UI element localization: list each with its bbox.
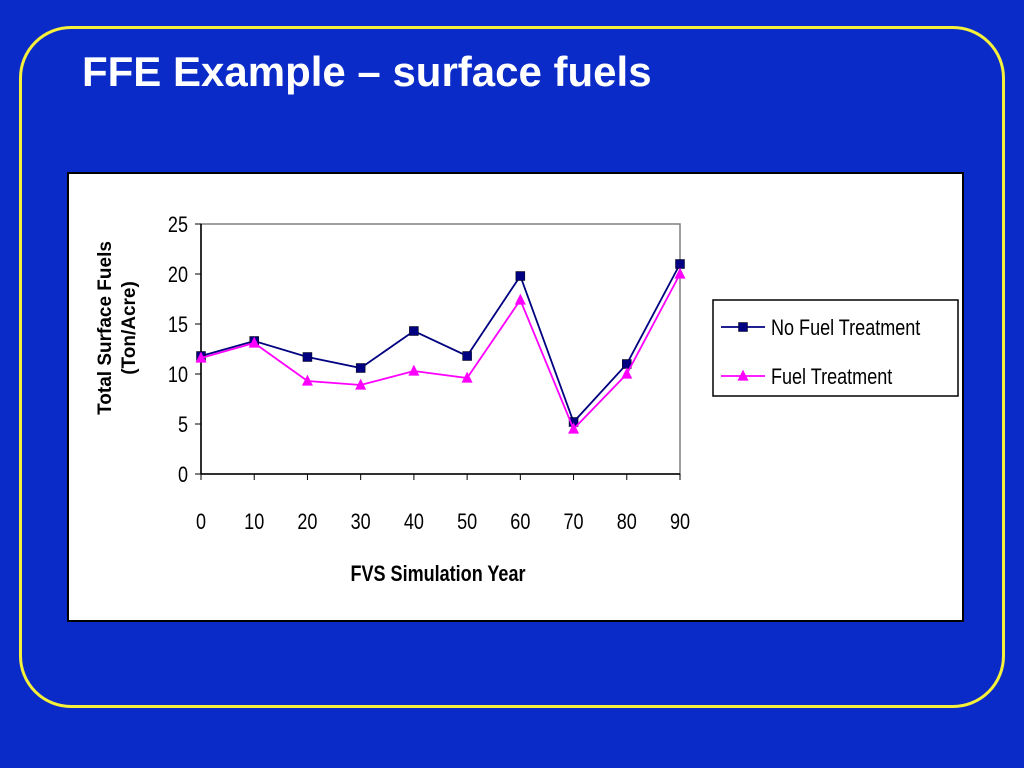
data-point-square: [302, 352, 313, 362]
data-point-triangle: [355, 378, 367, 390]
y-tick-label: 15: [168, 313, 188, 337]
data-point-square: [355, 363, 366, 373]
y-axis-title-line2: (Ton/Acre): [119, 281, 140, 375]
data-point-square: [409, 326, 419, 336]
data-point-triangle: [195, 351, 207, 363]
data-point-triangle: [674, 267, 686, 279]
series-line-2: [200, 273, 681, 431]
x-tick-label: 0: [196, 510, 206, 534]
legend-label: No Fuel Treatment: [771, 316, 921, 340]
legend-box: [712, 299, 959, 397]
x-tick-label: 60: [510, 510, 530, 534]
x-tick-label: 80: [617, 510, 637, 534]
chart-panel: 0 5 10 15 20 25 0 10 20 30 40 50 60 70 80 90 FVS Simula…: [67, 172, 964, 622]
x-tick-label: 20: [297, 510, 317, 534]
slide-title: FFE Example – surface fuels: [82, 48, 652, 95]
x-tick-label: 40: [404, 510, 424, 534]
y-tick-label: 20: [168, 263, 188, 287]
data-point-square: [515, 271, 526, 281]
y-tick-label: 5: [178, 413, 188, 437]
data-point-triangle: [514, 293, 526, 305]
slide-frame: [19, 26, 1005, 708]
data-point-square: [462, 351, 472, 361]
y-tick-label: 0: [178, 463, 188, 487]
data-point-triangle: [568, 422, 580, 434]
data-point-square: [675, 259, 685, 269]
data-point-triangle: [461, 371, 473, 383]
data-point-triangle: [408, 364, 420, 376]
y-tick-label: 25: [168, 213, 188, 237]
x-tick-label: 90: [670, 510, 690, 534]
x-tick-label: 50: [457, 510, 477, 534]
legend-marker-triangle: [737, 369, 749, 381]
data-point-triangle: [621, 367, 633, 379]
x-tick-label: 70: [564, 510, 584, 534]
data-point-triangle: [301, 374, 313, 386]
series-line-1: [200, 263, 681, 424]
y-tick-label: 10: [168, 363, 188, 387]
legend: No Fuel Treatment Fuel Treatment: [712, 299, 959, 397]
surface-fuels-chart: 0 5 10 15 20 25 0 10 20 30 40 50 60 70 80 90 FVS Simula…: [95, 213, 959, 586]
legend-label: Fuel Treatment: [771, 365, 893, 389]
y-axis-title-line1: Total Surface Fuels: [95, 241, 116, 415]
plot-layer: 0 5 10 15 20 25 0 10 20 30 40 50 60 70 80 90: [168, 213, 690, 534]
x-tick-label: 10: [244, 510, 264, 534]
x-axis-title: FVS Simulation Year: [350, 562, 525, 586]
plot-area-border: [200, 223, 681, 475]
data-point-triangle: [248, 336, 260, 348]
x-tick-label: 30: [351, 510, 371, 534]
legend-marker-square: [738, 322, 748, 332]
